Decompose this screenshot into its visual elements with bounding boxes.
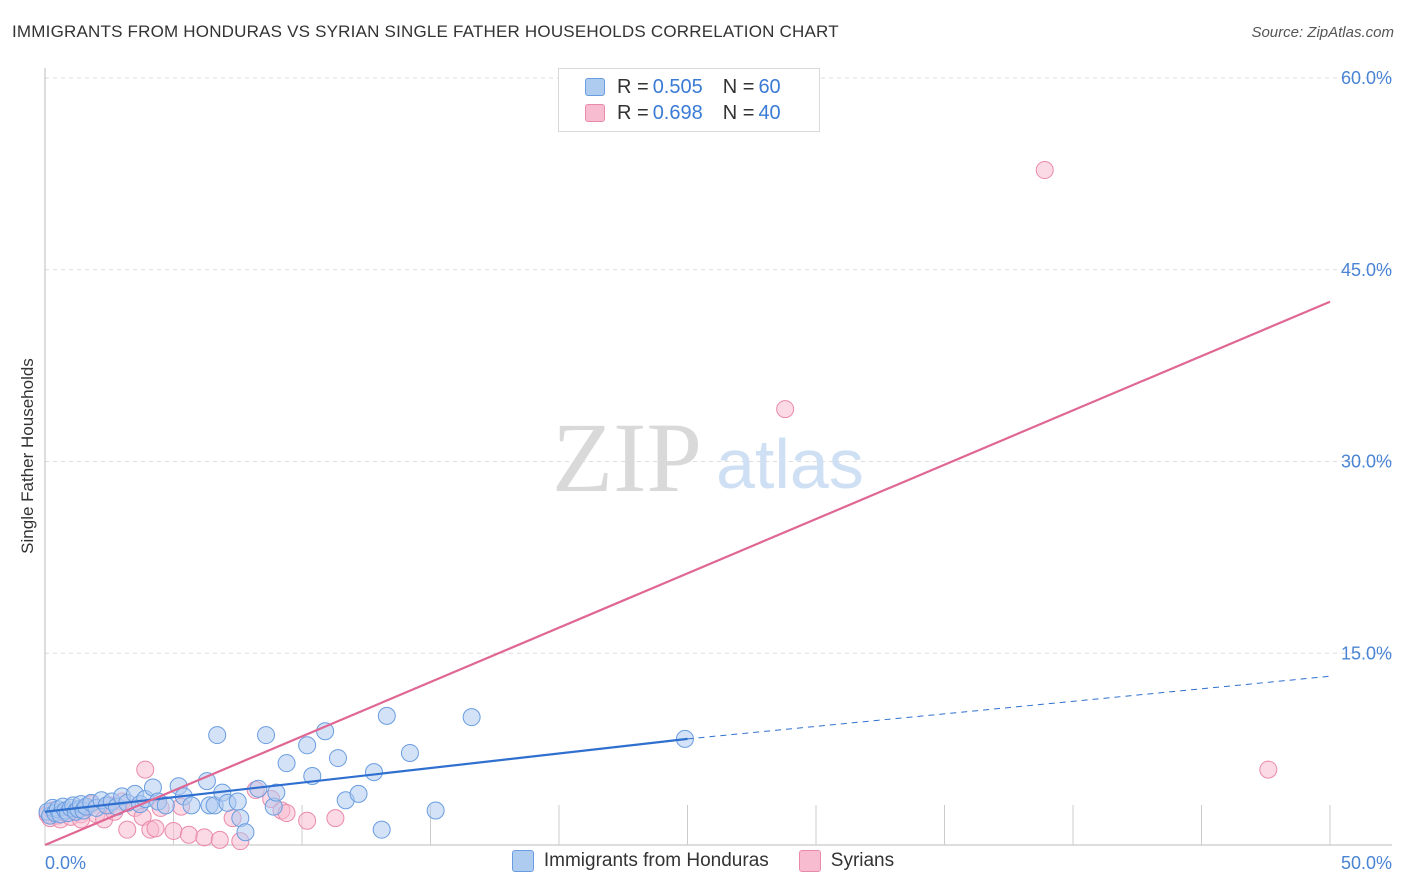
syrians-point [326, 809, 345, 828]
honduras-point [426, 801, 445, 820]
honduras-point [156, 796, 175, 815]
y-tick-label: 60.0% [1341, 68, 1392, 88]
correlation-legend: R = 0.505 N = 60 R = 0.698 N = 40 [558, 68, 820, 132]
honduras-point [364, 763, 383, 782]
y-tick-label: 45.0% [1341, 260, 1392, 280]
syrians-point [118, 820, 137, 839]
honduras-point [208, 726, 227, 745]
honduras-point [372, 820, 391, 839]
legend-r-value: 0.505 [652, 75, 703, 98]
y-tick-label: 15.0% [1341, 643, 1392, 663]
honduras-point [257, 726, 276, 745]
series-legend: Immigrants from Honduras Syrians [0, 850, 1406, 872]
watermark-zip: ZIP [552, 402, 702, 513]
source-credit: Source: ZipAtlas.com [1251, 24, 1394, 41]
legend-r-label: R = [617, 75, 649, 98]
legend-n-label: N = [722, 75, 755, 98]
legend-r-value: 0.698 [652, 101, 703, 124]
syrians-point [164, 821, 183, 840]
watermark: ZIP atlas [552, 402, 864, 513]
honduras-point [349, 784, 368, 803]
syrians-point [1259, 760, 1278, 779]
legend-swatch-honduras [511, 850, 534, 872]
honduras-point [377, 706, 396, 725]
legend-n-value: 40 [758, 101, 781, 124]
legend-swatch-syrians [585, 104, 605, 122]
honduras-trend-extension [687, 675, 1331, 740]
syrians-point [179, 825, 198, 844]
series-legend-honduras[interactable]: Immigrants from Honduras [511, 850, 769, 872]
honduras-point [228, 792, 247, 811]
syrians-point [195, 828, 214, 847]
syrians-point [136, 760, 155, 779]
syrians-point [146, 819, 165, 838]
y-tick-label: 30.0% [1341, 452, 1392, 472]
grid-lines [45, 77, 1392, 654]
chart-title: IMMIGRANTS FROM HONDURAS VS SYRIAN SINGL… [12, 22, 839, 41]
watermark-atlas: atlas [716, 425, 864, 503]
series-name-syrians: Syrians [830, 850, 895, 871]
trend-lines [44, 300, 1331, 847]
honduras-point [400, 743, 419, 762]
legend-n-label: N = [722, 101, 755, 124]
legend-n-value: 60 [758, 75, 781, 98]
syrians-point [210, 830, 229, 849]
honduras-point [182, 796, 201, 815]
syrians-point [298, 811, 317, 830]
honduras-point [267, 783, 286, 802]
syrians-point [776, 400, 795, 419]
syrians-trend-line [44, 300, 1331, 847]
honduras-point [462, 708, 481, 727]
legend-swatch-honduras [585, 78, 605, 96]
honduras-point [316, 722, 335, 741]
legend-row-syrians: R = 0.698 N = 40 [585, 101, 781, 125]
honduras-point [277, 754, 296, 773]
series-name-honduras: Immigrants from Honduras [543, 850, 769, 871]
legend-row-honduras: R = 0.505 N = 60 [585, 75, 781, 99]
legend-swatch-syrians [798, 850, 821, 872]
honduras-point [328, 749, 347, 768]
x-tick-label: 50.0% [1341, 853, 1392, 873]
x-tick-label: 0.0% [45, 853, 86, 873]
honduras-point [236, 823, 255, 842]
tick-labels: 15.0% 30.0% 45.0% 60.0% 0.0% 50.0% [45, 68, 1392, 873]
legend-r-label: R = [617, 101, 649, 124]
honduras-point [298, 736, 317, 755]
syrians-point [1035, 161, 1054, 180]
series-legend-syrians[interactable]: Syrians [798, 850, 895, 872]
